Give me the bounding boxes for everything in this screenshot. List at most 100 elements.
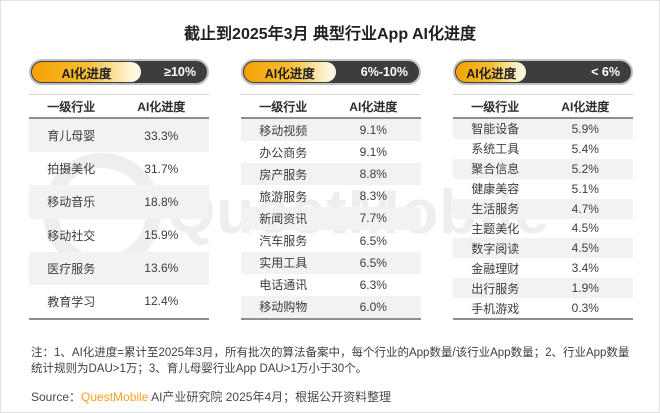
industry-cell: 教育学习: [47, 294, 96, 309]
table-row: 实用工具 6.5%: [241, 251, 421, 274]
table-row: 电话通讯 6.3%: [241, 274, 421, 296]
footnote: 注：1、AI化进度=累计至2025年3月，所有批次的算法备案中，每个行业的App…: [31, 347, 630, 376]
progress-cell: 5.9%: [571, 121, 599, 136]
industry-cell: 系统工具: [471, 142, 520, 157]
table-group-6-to-10: AI化进度 6%-10% 一级行业 AI化进度 移动视频 9.1% 办公商务 9…: [241, 59, 421, 320]
progress-cell: 3.4%: [571, 261, 599, 276]
table-row: 医疗服务 13.6%: [29, 251, 209, 285]
progress-cell: 13.6%: [144, 261, 179, 276]
column-header-progress: AI化进度: [137, 99, 186, 114]
table-row: 拍摄美化 31.7%: [29, 152, 209, 185]
table-row: 健康美容 5.1%: [453, 179, 633, 199]
industry-cell: 汽车服务: [259, 234, 308, 249]
progress-cell: 4.7%: [571, 201, 599, 216]
progress-cell: 9.1%: [359, 145, 387, 160]
industry-cell: 金融理财: [471, 261, 520, 276]
table-body: 智能设备 5.9% 系统工具 5.4% 聚合信息 5.2% 健康美容 5.1% …: [453, 117, 633, 320]
source-suffix: AI产业研究院 2025年4月；根据公开资料整理: [148, 390, 392, 404]
progress-cell: 7.7%: [359, 211, 387, 226]
table-row: 办公商务 9.1%: [241, 141, 421, 163]
table-row: 金融理财 3.4%: [453, 258, 633, 278]
table-body: 移动视频 9.1% 办公商务 9.1% 房产服务 8.8% 旅游服务 8.3% …: [241, 117, 421, 320]
table-row: 出行服务 1.9%: [453, 278, 633, 299]
badge-range-label: < 6%: [591, 65, 620, 79]
table-row: 数字阅读 4.5%: [453, 238, 633, 259]
progress-tier-badge: AI化进度 ≥10%: [29, 59, 209, 85]
table-row: 生活服务 4.7%: [453, 198, 633, 219]
table-row: 教育学习 12.4%: [29, 285, 209, 318]
progress-cell: 9.1%: [359, 123, 387, 138]
progress-cell: 5.1%: [571, 181, 599, 196]
industry-cell: 旅游服务: [259, 189, 308, 204]
industry-cell: 移动购物: [259, 300, 308, 315]
table-row: 聚合信息 5.2%: [453, 158, 633, 179]
table-row: 系统工具 5.4%: [453, 139, 633, 159]
progress-cell: 31.7%: [144, 161, 179, 176]
industry-cell: 育儿母婴: [47, 129, 96, 144]
table-header: 一级行业 AI化进度: [453, 94, 633, 117]
industry-cell: 房产服务: [259, 167, 308, 182]
table-row: 汽车服务 6.5%: [241, 230, 421, 252]
table-header: 一级行业 AI化进度: [241, 94, 421, 117]
progress-cell: 6.3%: [359, 277, 387, 292]
column-header-industry: 一级行业: [259, 99, 308, 114]
progress-cell: 4.5%: [571, 241, 599, 256]
tables-container: AI化进度 ≥10% 一级行业 AI化进度 育儿母婴 33.3% 拍摄美化 31…: [29, 59, 633, 320]
table-row: 房产服务 8.8%: [241, 163, 421, 186]
progress-cell: 1.9%: [571, 281, 599, 296]
industry-cell: 实用工具: [259, 256, 308, 271]
progress-tier-badge: AI化进度 6%-10%: [241, 59, 421, 85]
badge-range-label: 6%-10%: [360, 65, 408, 79]
industry-cell: 智能设备: [471, 122, 520, 137]
industry-cell: 移动视频: [259, 123, 308, 138]
badge-gold-fill: AI化进度: [32, 62, 142, 82]
source-brand: QuestMobile: [81, 390, 149, 404]
badge-range-label: ≥10%: [164, 65, 196, 79]
badge-gold-fill: AI化进度: [456, 62, 527, 82]
progress-tier-badge: AI化进度 < 6%: [453, 59, 633, 85]
table-row: 手机游戏 0.3%: [453, 298, 633, 318]
table-row: 旅游服务 8.3%: [241, 185, 421, 207]
table-group-gte-10: AI化进度 ≥10% 一级行业 AI化进度 育儿母婴 33.3% 拍摄美化 31…: [29, 59, 209, 320]
industry-cell: 拍摄美化: [47, 162, 96, 177]
table-row: 智能设备 5.9%: [453, 119, 633, 139]
progress-cell: 5.2%: [571, 161, 599, 176]
progress-cell: 6.5%: [359, 233, 387, 248]
table-row: 移动视频 9.1%: [241, 119, 421, 142]
industry-cell: 办公商务: [259, 145, 308, 160]
industry-cell: 手机游戏: [471, 301, 520, 316]
progress-cell: 33.3%: [144, 128, 179, 143]
industry-cell: 移动音乐: [47, 195, 96, 210]
table-row: 移动社交 15.9%: [29, 219, 209, 252]
column-header-industry: 一级行业: [471, 99, 520, 114]
industry-cell: 数字阅读: [471, 241, 520, 256]
column-header-progress: AI化进度: [561, 99, 610, 114]
progress-cell: 5.4%: [571, 141, 599, 156]
page-title: 截止到2025年3月 典型行业App AI化进度: [184, 26, 476, 43]
table-row: 育儿母婴 33.3%: [29, 119, 209, 153]
progress-cell: 15.9%: [144, 228, 179, 243]
progress-cell: 8.8%: [359, 167, 387, 182]
progress-cell: 4.5%: [571, 221, 599, 236]
industry-cell: 健康美容: [471, 182, 520, 197]
badge-gold-fill: AI化进度: [244, 62, 336, 82]
progress-cell: 0.3%: [571, 301, 599, 316]
progress-cell: 8.3%: [359, 189, 387, 204]
industry-cell: 医疗服务: [47, 261, 96, 276]
industry-cell: 电话通讯: [259, 278, 308, 293]
progress-cell: 18.8%: [144, 194, 179, 209]
table-row: 移动购物 6.0%: [241, 295, 421, 318]
source-prefix: Source：: [31, 390, 82, 404]
industry-cell: 聚合信息: [471, 162, 520, 177]
table-header: 一级行业 AI化进度: [29, 94, 209, 117]
progress-cell: 6.0%: [359, 299, 387, 314]
table-row: 新闻资讯 7.7%: [241, 207, 421, 230]
source-line: Source：QuestMobile AI产业研究院 2025年4月；根据公开资…: [31, 388, 633, 405]
table-body: 育儿母婴 33.3% 拍摄美化 31.7% 移动音乐 18.8% 移动社交 15…: [29, 117, 209, 320]
column-header-industry: 一级行业: [47, 99, 96, 114]
table-group-lt-6: AI化进度 < 6% 一级行业 AI化进度 智能设备 5.9% 系统工具 5.4…: [453, 59, 633, 320]
progress-cell: 12.4%: [144, 294, 179, 309]
column-header-progress: AI化进度: [349, 99, 398, 114]
industry-cell: 移动社交: [47, 228, 96, 243]
